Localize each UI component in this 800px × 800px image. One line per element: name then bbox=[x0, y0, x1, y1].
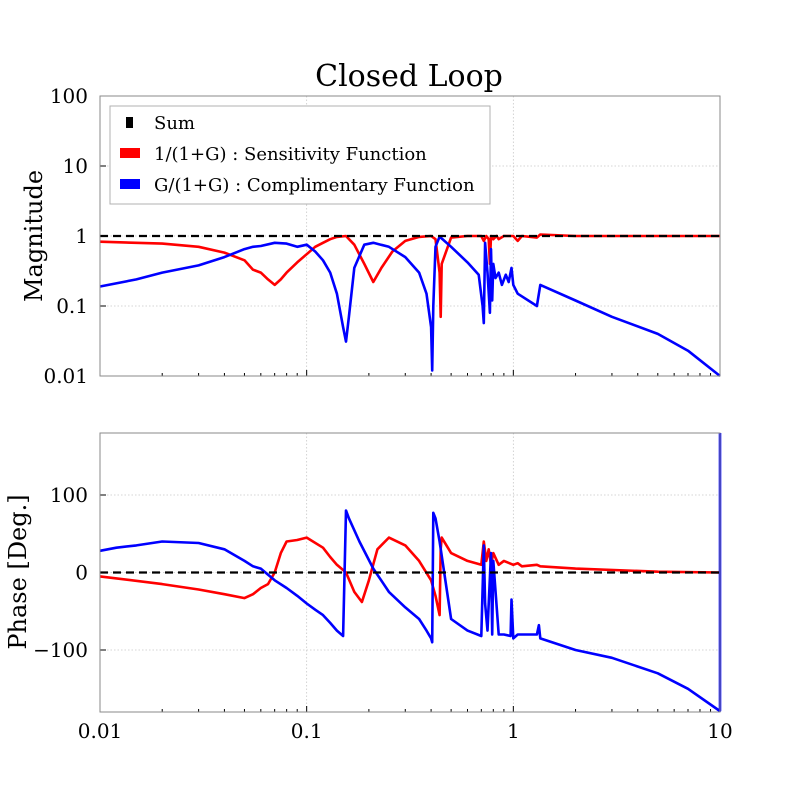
magnitude-ytick-label: 1 bbox=[75, 224, 88, 248]
phase-axes: 0.01 0.1 1 10 −100 0 100 Phase [Deg.] bbox=[4, 432, 733, 743]
phase-grid bbox=[100, 433, 720, 712]
phase-xtick-label: 1 bbox=[507, 719, 520, 743]
magnitude-frame bbox=[99, 95, 721, 377]
phase-ticks: 0.01 0.1 1 10 −100 0 100 bbox=[33, 483, 733, 743]
legend-swatch-sum bbox=[126, 117, 133, 128]
phase-xtick-label: 0.1 bbox=[291, 719, 323, 743]
legend-label-sum: Sum bbox=[154, 113, 195, 134]
magnitude-sensitivity-line bbox=[99, 233, 720, 319]
phase-ytick-label: 100 bbox=[50, 483, 88, 507]
phase-ytick-label: −100 bbox=[33, 638, 88, 662]
legend-swatch-complementary bbox=[120, 179, 140, 189]
phase-xtick-label: 0.01 bbox=[78, 719, 123, 743]
legend-swatch-sensitivity bbox=[120, 148, 140, 158]
legend-box bbox=[109, 105, 491, 205]
phase-xtick-label: 10 bbox=[707, 719, 732, 743]
phase-ytick-label: 0 bbox=[75, 561, 88, 585]
legend-label-sensitivity: 1/(1+G) : Sensitivity Function bbox=[154, 144, 427, 165]
legend-label-complementary: G/(1+G) : Complimentary Function bbox=[154, 175, 475, 196]
magnitude-ylabel: Magnitude bbox=[20, 170, 48, 302]
phase-sensitivity-line bbox=[99, 536, 721, 617]
chart-title: Closed Loop bbox=[315, 59, 503, 94]
magnitude-ytick-label: 0.01 bbox=[43, 364, 88, 388]
magnitude-ytick-label: 10 bbox=[63, 154, 88, 178]
phase-ylabel: Phase [Deg.] bbox=[4, 494, 32, 649]
magnitude-ytick-label: 100 bbox=[50, 84, 88, 108]
magnitude-series bbox=[99, 233, 721, 378]
legend: Sum 1/(1+G) : Sensitivity Function G/(1+… bbox=[109, 105, 491, 205]
phase-series bbox=[99, 433, 722, 712]
magnitude-ytick-label: 0.1 bbox=[56, 294, 88, 318]
phase-frame bbox=[99, 432, 721, 713]
magnitude-ticks: 0.01 0.1 1 10 100 bbox=[43, 84, 721, 388]
phase-complementary-line bbox=[99, 433, 722, 712]
magnitude-axes: 0.01 0.1 1 10 100 Magnitude Sum 1/(1+G) : Se… bbox=[20, 84, 721, 388]
magnitude-complementary-line bbox=[99, 235, 721, 378]
